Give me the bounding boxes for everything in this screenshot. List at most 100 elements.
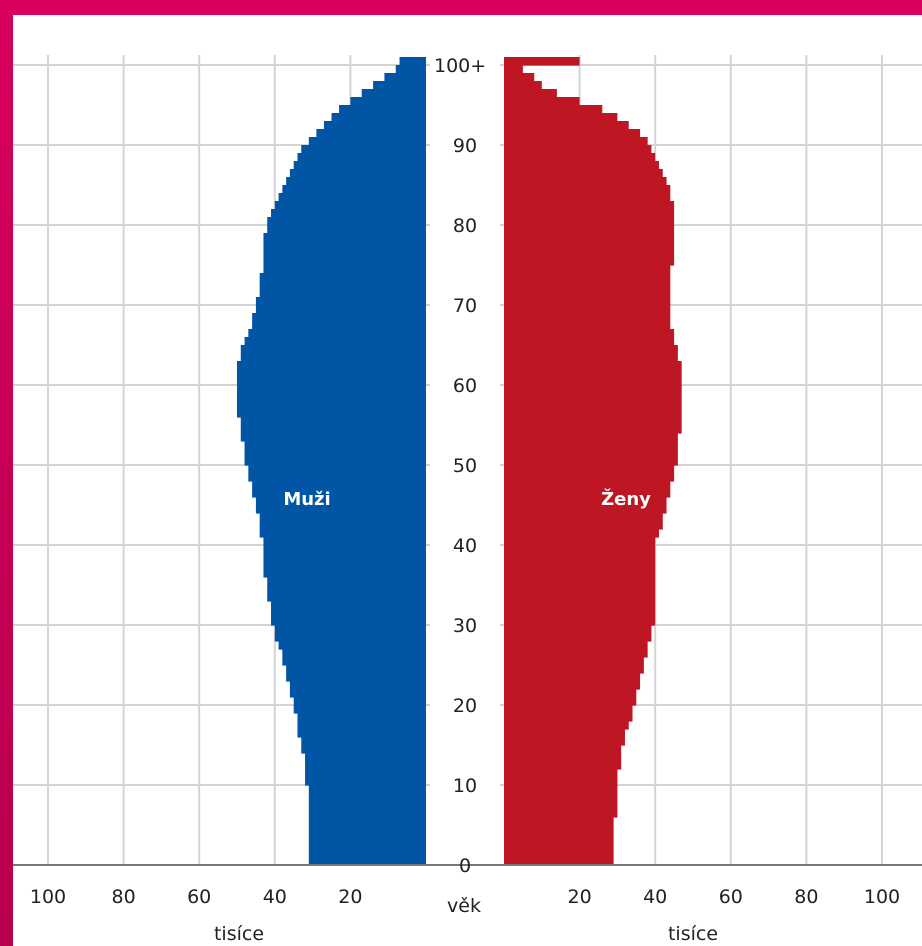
female-bar-age-8: [504, 793, 618, 802]
female-bar-age-60: [504, 377, 682, 386]
male-bar-age-44: [255, 505, 426, 514]
male-bars: [237, 57, 426, 866]
male-bar-age-23: [286, 673, 426, 682]
female-bar-age-0: [504, 857, 614, 866]
male-bar-age-14: [301, 745, 426, 754]
male-bar-age-55: [240, 417, 426, 426]
male-bar-age-77: [263, 241, 426, 250]
female-bar-age-19: [504, 705, 633, 714]
male-bar-age-11: [305, 769, 426, 778]
male-bar-age-59: [237, 385, 426, 394]
female-bar-age-24: [504, 665, 644, 674]
female-bar-age-39: [504, 545, 656, 554]
female-bar-age-89: [504, 145, 652, 154]
x-axis-unit-left: tisíce: [214, 923, 264, 945]
male-bar-age-49: [248, 465, 426, 474]
male-bar-age-57: [237, 401, 426, 410]
male-bar-age-24: [286, 665, 426, 674]
female-bar-age-15: [504, 737, 625, 746]
male-bar-age-67: [252, 321, 426, 330]
male-bar-age-2: [308, 841, 426, 850]
female-bar-age-51: [504, 449, 678, 458]
female-bars: [504, 57, 682, 866]
male-bar-age-89: [301, 145, 426, 154]
male-bar-age-47: [252, 481, 426, 490]
male-bar-age-100: [399, 57, 426, 66]
male-bar-age-92: [323, 121, 426, 130]
age-tick-label: 10: [453, 775, 477, 797]
male-bar-age-95: [350, 97, 426, 106]
female-bar-age-83: [504, 193, 671, 202]
female-bar-age-47: [504, 481, 671, 490]
male-bar-age-54: [240, 425, 426, 434]
male-bar-age-61: [237, 369, 426, 378]
female-bar-age-70: [504, 297, 671, 306]
male-bar-age-97: [373, 81, 426, 90]
female-bar-age-45: [504, 497, 667, 506]
male-bar-age-68: [252, 313, 426, 322]
male-bar-age-15: [301, 737, 426, 746]
male-bar-age-94: [339, 105, 426, 114]
female-bar-age-97: [504, 81, 542, 90]
male-bar-age-17: [297, 721, 426, 730]
male-bar-age-8: [308, 793, 426, 802]
male-bar-age-9: [308, 785, 426, 794]
male-bar-age-51: [244, 449, 426, 458]
male-bar-age-3: [308, 833, 426, 842]
age-tick-label: 60: [453, 375, 477, 397]
age-tick-label: 50: [453, 455, 477, 477]
female-bar-age-16: [504, 729, 625, 738]
female-bar-age-9: [504, 785, 618, 794]
male-bar-age-60: [237, 377, 426, 386]
female-bar-age-36: [504, 569, 656, 578]
female-bar-age-3: [504, 833, 614, 842]
population-pyramid: 0 10 20 30 40 50 60 70 80 90 100+ 100 80 60 40 20 20 40 60…: [13, 55, 922, 945]
female-bar-age-31: [504, 609, 656, 618]
male-bar-age-32: [271, 601, 426, 610]
age-tick-label: 80: [453, 215, 477, 237]
male-bar-age-26: [282, 649, 426, 658]
female-bar-age-20: [504, 697, 637, 706]
female-bar-age-26: [504, 649, 648, 658]
male-bar-age-39: [263, 545, 426, 554]
female-bar-age-17: [504, 721, 629, 730]
male-bar-age-16: [297, 729, 426, 738]
male-bar-age-13: [305, 753, 426, 762]
female-bar-age-81: [504, 209, 675, 218]
female-bar-age-99: [504, 65, 523, 74]
female-bar-age-82: [504, 201, 675, 210]
x-tick-right: 100: [864, 886, 900, 908]
male-bar-age-85: [286, 177, 426, 186]
female-bar-age-86: [504, 169, 663, 178]
male-bar-age-30: [271, 617, 426, 626]
female-bar-age-5: [504, 817, 614, 826]
x-tick-right: 80: [794, 886, 818, 908]
male-bar-age-74: [263, 265, 426, 274]
female-bar-age-63: [504, 353, 678, 362]
female-bar-age-38: [504, 553, 656, 562]
female-bar-age-84: [504, 185, 671, 194]
female-bar-age-88: [504, 153, 656, 162]
male-bar-age-76: [263, 249, 426, 258]
x-tick-left: 40: [263, 886, 287, 908]
male-bar-age-73: [259, 273, 426, 282]
female-bar-age-67: [504, 321, 671, 330]
male-bar-age-99: [395, 65, 426, 74]
female-bar-age-87: [504, 161, 659, 170]
male-bar-age-42: [259, 521, 426, 530]
female-bar-age-28: [504, 633, 652, 642]
female-bar-age-2: [504, 841, 614, 850]
male-bar-age-18: [297, 713, 426, 722]
male-bar-age-90: [308, 137, 426, 146]
female-bar-age-46: [504, 489, 671, 498]
x-axis-unit-right: tisíce: [668, 923, 718, 945]
male-bar-age-98: [384, 73, 426, 82]
male-bar-age-75: [263, 257, 426, 266]
female-bar-age-27: [504, 641, 648, 650]
male-bar-age-66: [248, 329, 426, 338]
female-bar-age-66: [504, 329, 675, 338]
female-bar-age-30: [504, 617, 656, 626]
female-bar-age-90: [504, 137, 648, 146]
male-bar-age-50: [244, 457, 426, 466]
female-bar-age-57: [504, 401, 682, 410]
